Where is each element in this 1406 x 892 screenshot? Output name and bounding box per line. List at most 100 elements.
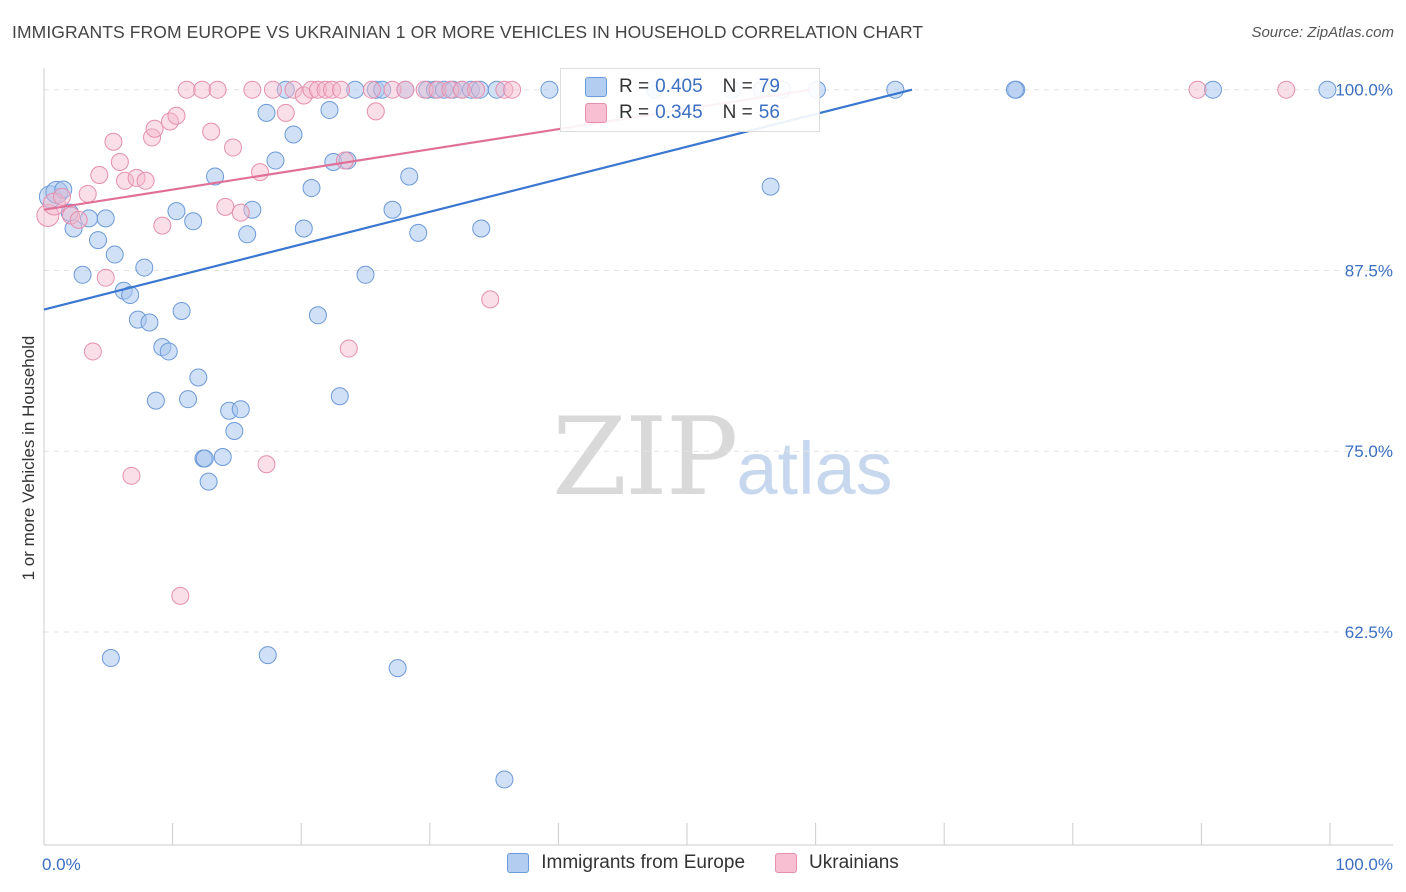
data-point [263,80,282,99]
data-point [78,184,97,203]
data-point [224,138,243,157]
data-point [89,231,108,250]
data-point [101,649,120,668]
legend-n-label: N = [722,76,753,97]
data-point [1188,80,1207,99]
data-point [145,119,164,138]
data-point [1203,80,1222,99]
data-point [472,219,491,238]
data-point [104,132,123,151]
legend-r-label: R = [619,76,650,97]
data-point [199,472,218,491]
y-tick-label: 75.0% [1345,442,1393,461]
data-point [540,80,559,99]
data-point [362,80,381,99]
data-point [167,106,186,125]
data-point [177,80,196,99]
data-point [193,80,212,99]
data-point [383,200,402,219]
data-point [231,203,250,222]
source-label: Source: ZipAtlas.com [1251,24,1394,41]
data-point [135,258,154,277]
stats-legend: R = 0.405 N = 79 R = 0.345 N = 56 [560,68,820,132]
data-point [69,210,88,229]
data-point [302,80,321,99]
data-point [251,163,270,182]
legend-swatch-pink [585,103,607,123]
chart-title: IMMIGRANTS FROM EUROPE VS UKRAINIAN 1 OR… [12,22,924,42]
legend-row-ukrainians: R = 0.345 N = 56 [585,101,780,125]
y-tick-label: 100.0% [1335,81,1393,100]
data-point [308,80,327,99]
legend-name-immigrants: Immigrants from Europe [541,852,746,873]
data-point [146,391,165,410]
data-point [339,339,358,358]
axes [43,68,1393,846]
data-point [294,219,313,238]
legend-item-immigrants: Immigrants from Europe [507,852,745,874]
data-point [467,80,486,99]
legend-row-immigrants: R = 0.405 N = 79 [585,75,780,99]
data-point [1318,80,1337,99]
data-point [320,100,339,119]
data-point [159,342,178,361]
data-point [202,122,221,141]
data-point [179,390,198,409]
data-point [761,177,780,196]
data-point [257,103,276,122]
data-point [105,245,124,264]
data-point [276,80,295,99]
data-point [503,80,522,99]
axis-labels: 100.0% 87.5% 75.0% 62.5% 0.0% 100.0% 1 or more… [19,81,1393,874]
data-point [302,179,321,198]
data-point [216,197,235,216]
data-point [231,400,250,419]
data-point [330,387,349,406]
data-point [90,166,109,185]
data-point [206,167,225,186]
y-tick-label: 62.5% [1345,623,1393,642]
legend-item-ukrainians: Ukrainians [775,852,899,874]
data-point [428,80,447,99]
legend-n-value: 79 [758,76,780,97]
data-point [225,421,244,440]
legend-swatch-blue [507,853,530,873]
data-point [36,204,60,228]
grid-lines [44,89,1393,633]
data-point [276,103,295,122]
data-point [388,659,407,678]
data-point [316,80,335,99]
data-point [284,80,303,99]
data-point [400,167,419,186]
data-point [195,449,214,468]
data-point [481,290,500,309]
data-point [332,80,351,99]
legend-swatch-blue [585,77,607,97]
data-point [116,171,135,190]
series-immigrants-from-europe [38,80,1337,789]
data-point [495,80,514,99]
legend-swatch-pink [775,853,798,873]
data-point [452,80,471,99]
data-point [366,102,385,121]
data-point [153,216,172,235]
data-point [167,202,186,221]
data-point [171,586,190,605]
legend-name-ukrainians: Ukrainians [809,852,899,873]
data-point [140,313,159,332]
data-point [1277,80,1296,99]
data-point [122,466,141,485]
legend-r-label: R = [619,102,650,123]
data-point [495,770,514,789]
data-point [83,342,102,361]
data-point [396,80,415,99]
data-point [96,209,115,228]
data-point [308,306,327,325]
data-point [487,80,506,99]
data-point [383,80,402,99]
data-point [323,80,342,99]
data-point [257,455,276,474]
data-point [373,80,392,99]
data-point [172,301,191,320]
data-point [96,268,115,287]
